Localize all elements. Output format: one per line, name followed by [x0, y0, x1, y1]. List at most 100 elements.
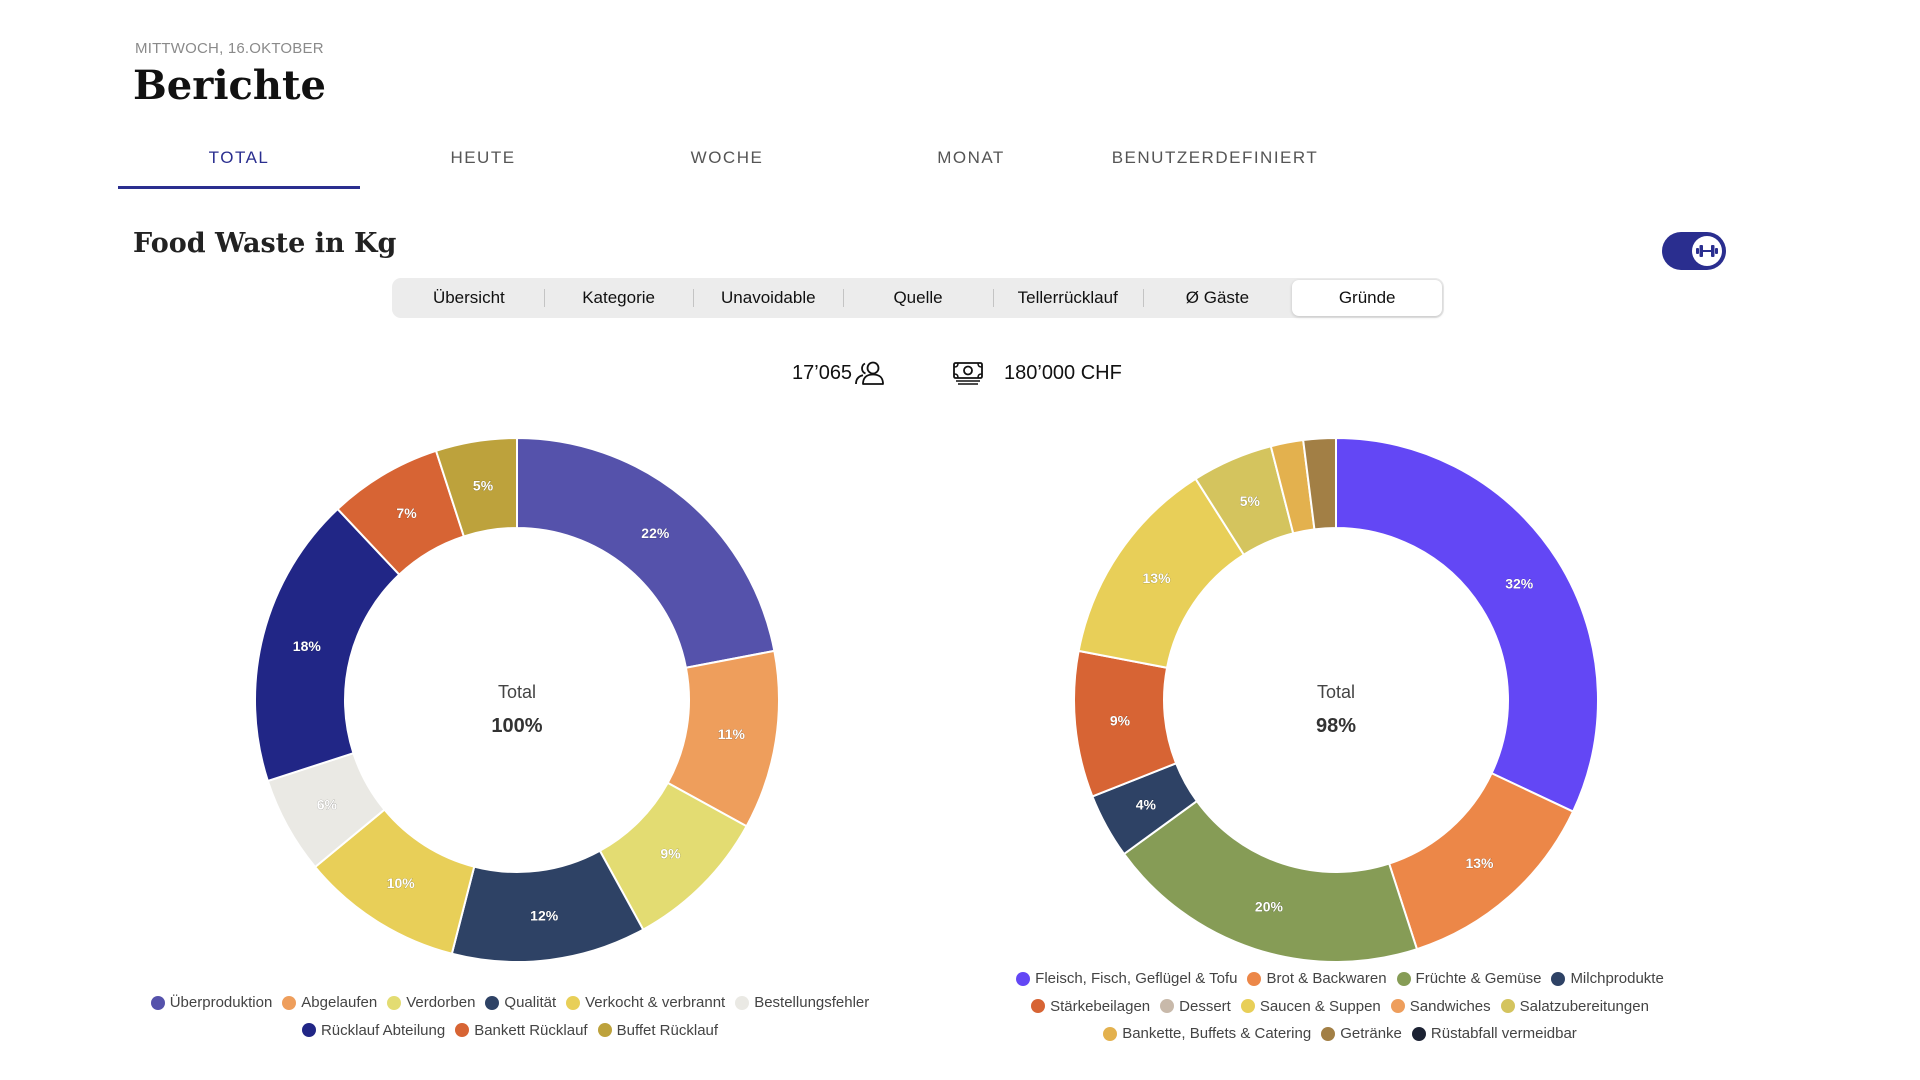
slice-label-bankett-rucklauf: 7% — [396, 505, 417, 521]
legend-item-rucklauf-abteilung[interactable]: Rücklauf Abteilung — [301, 1018, 446, 1043]
legend-label: Verkocht & verbrannt — [585, 994, 726, 1011]
donut-chart-gruende: 22% 11% 9% 12% 10% 6% 18% 7% 5% Total 100% — [254, 436, 780, 963]
legend-label: Fleisch, Fisch, Geflügel & Tofu — [1035, 970, 1238, 987]
legend-item-dessert[interactable]: Dessert — [1160, 994, 1231, 1019]
dumbbell-toggle[interactable] — [1662, 232, 1726, 270]
money-value: 180’000 CHF — [1004, 361, 1122, 384]
legend-dot — [1321, 1026, 1336, 1041]
legend-item-sandwiches[interactable]: Sandwiches — [1390, 994, 1491, 1019]
legend-dot — [1031, 999, 1046, 1013]
legend-item-milchprodukte[interactable]: Milchprodukte — [1551, 966, 1664, 991]
dumbbell-icon — [1696, 245, 1718, 257]
legend-item-rustabfall-vermeidbar[interactable]: Rüstabfall vermeidbar — [1411, 1021, 1577, 1046]
legend-gruende: Überproduktion Abgelaufen Verdorben Qualitä… — [120, 990, 900, 1045]
date-label: MITTWOCH, 16.OKTOBER — [135, 40, 324, 57]
slice-label-fruchte-gemuse: 20% — [1255, 898, 1284, 914]
legend-item-uberproduktion[interactable]: Überproduktion — [150, 990, 272, 1015]
legend-dot — [1500, 999, 1515, 1013]
legend-label: Dessert — [1179, 997, 1231, 1015]
legend-label: Getränke — [1340, 1025, 1402, 1042]
tab-total[interactable]: TOTAL — [118, 138, 360, 189]
slice-label-rucklauf-abteilung: 18% — [293, 638, 322, 654]
legend-item-getranke[interactable]: Getränke — [1321, 1021, 1402, 1046]
guests-value: 17’065 — [792, 361, 853, 384]
slice-label-fleisch-fisch-geflugel-tofu: 32% — [1505, 576, 1534, 592]
legend-dot — [1551, 971, 1566, 986]
legend-label: Abgelaufen — [301, 994, 378, 1011]
slice-label-saucen-suppen: 13% — [1143, 570, 1172, 586]
segment-quelle[interactable]: Quelle — [843, 280, 993, 316]
slice-uberproduktion[interactable] — [516, 436, 776, 669]
legend-item-bankett-rucklauf[interactable]: Bankett Rücklauf — [455, 1018, 588, 1043]
period-tabs: TOTAL HEUTE WOCHE MONAT BENUTZERDEFINIER… — [118, 138, 1358, 189]
legend-label: Rücklauf Abteilung — [320, 1021, 446, 1039]
legend-label: Buffet Rücklauf — [616, 1021, 719, 1039]
legend-kategorie: Fleisch, Fisch, Geflügel & Tofu Brot & Ba… — [980, 966, 1700, 1049]
legend-label: Salatzubereitungen — [1519, 997, 1649, 1015]
legend-item-fruchte-gemuse[interactable]: Früchte & Gemüse — [1396, 966, 1542, 991]
legend-item-brot-backwaren[interactable]: Brot & Backwaren — [1247, 966, 1387, 991]
legend-item-bestellungsfehler[interactable]: Bestellungsfehler — [735, 990, 869, 1015]
legend-label: Bankett Rücklauf — [474, 1021, 588, 1039]
segment-uebersicht[interactable]: Übersicht — [432, 288, 505, 307]
legend-dot — [387, 995, 402, 1010]
center-value: 100% — [491, 715, 542, 737]
legend-label: Sandwiches — [1409, 997, 1491, 1015]
legend-dot — [485, 995, 500, 1010]
slice-label-buffet-rucklauf: 5% — [473, 478, 494, 494]
slice-label-qualitat: 12% — [530, 907, 559, 923]
legend-item-saucen-suppen[interactable]: Saucen & Suppen — [1240, 994, 1381, 1019]
legend-item-starkebeilagen[interactable]: Stärkebeilagen — [1031, 994, 1150, 1019]
legend-dot — [1411, 1026, 1426, 1041]
legend-item-verkocht-verbrannt[interactable]: Verkocht & verbrannt — [566, 990, 725, 1015]
legend-dot — [566, 995, 581, 1010]
segment-tellerruecklauf[interactable]: Tellerrücklauf — [992, 280, 1143, 316]
tab-monat[interactable]: MONAT — [937, 148, 1005, 167]
center-value: 98% — [1316, 715, 1356, 737]
legend-label: Qualität — [504, 994, 557, 1011]
guests-stat: 17’065 — [792, 360, 886, 386]
legend-item-verdorben[interactable]: Verdorben — [387, 990, 475, 1015]
legend-dot — [1103, 1026, 1118, 1041]
banknote-icon — [953, 362, 983, 385]
legend-item-buffet-rucklauf[interactable]: Buffet Rücklauf — [597, 1018, 719, 1043]
slice-buffet-rucklauf[interactable] — [434, 436, 518, 538]
legend-label: Saucen & Suppen — [1259, 997, 1381, 1015]
legend-label: Bestellungsfehler — [754, 994, 870, 1011]
legend-dot — [1390, 999, 1405, 1013]
legend-label: Verdorben — [406, 994, 476, 1011]
slice-fleisch-fisch-geflugel-tofu[interactable] — [1335, 436, 1599, 813]
legend-dot — [455, 1023, 470, 1037]
legend-item-fleisch-fisch-geflugel-tofu[interactable]: Fleisch, Fisch, Geflügel & Tofu — [1016, 966, 1237, 991]
slice-label-verdorben: 9% — [660, 845, 681, 861]
section-title: Food Waste in Kg — [133, 228, 397, 259]
legend-label: Stärkebeilagen — [1050, 997, 1151, 1015]
slice-getranke[interactable] — [1302, 436, 1337, 531]
slice-label-uberproduktion: 22% — [641, 525, 670, 541]
center-label: Total — [1317, 682, 1355, 702]
legend-dot — [597, 1023, 612, 1037]
legend-dot — [1247, 971, 1262, 986]
center-label: Total — [498, 682, 536, 702]
legend-item-qualitat[interactable]: Qualität — [485, 990, 556, 1015]
legend-dot — [1016, 971, 1031, 986]
slice-label-brot-backwaren: 13% — [1465, 855, 1494, 871]
legend-item-abgelaufen[interactable]: Abgelaufen — [282, 990, 377, 1015]
legend-label: Früchte & Gemüse — [1415, 970, 1542, 987]
segment-unavoidable[interactable]: Unavoidable — [693, 280, 843, 316]
legend-label: Milchprodukte — [1570, 970, 1664, 987]
legend-item-bankette-buffets-catering[interactable]: Bankette, Buffets & Catering — [1103, 1021, 1311, 1046]
tab-woche[interactable]: WOCHE — [690, 148, 764, 167]
segment-gruende[interactable]: Gründe — [1292, 280, 1443, 316]
tab-heute[interactable]: HEUTE — [450, 148, 516, 167]
legend-item-salatzubereitungen[interactable]: Salatzubereitungen — [1500, 994, 1649, 1019]
tab-benutzerdefiniert[interactable]: BENUTZERDEFINIERT — [1111, 148, 1319, 167]
segment-gaeste[interactable]: Ø Gäste — [1142, 280, 1293, 316]
users-icon — [855, 361, 884, 385]
slice-fruchte-gemuse[interactable] — [1122, 799, 1419, 963]
legend-dot — [282, 995, 297, 1010]
legend-dot — [1160, 999, 1175, 1013]
legend-label: Bankette, Buffets & Catering — [1122, 1025, 1312, 1042]
donut-chart-kategorie: 32% 13% 20% 4% 9% 13% 5% Total 98% — [1073, 436, 1599, 963]
segment-kategorie[interactable]: Kategorie — [543, 280, 694, 316]
